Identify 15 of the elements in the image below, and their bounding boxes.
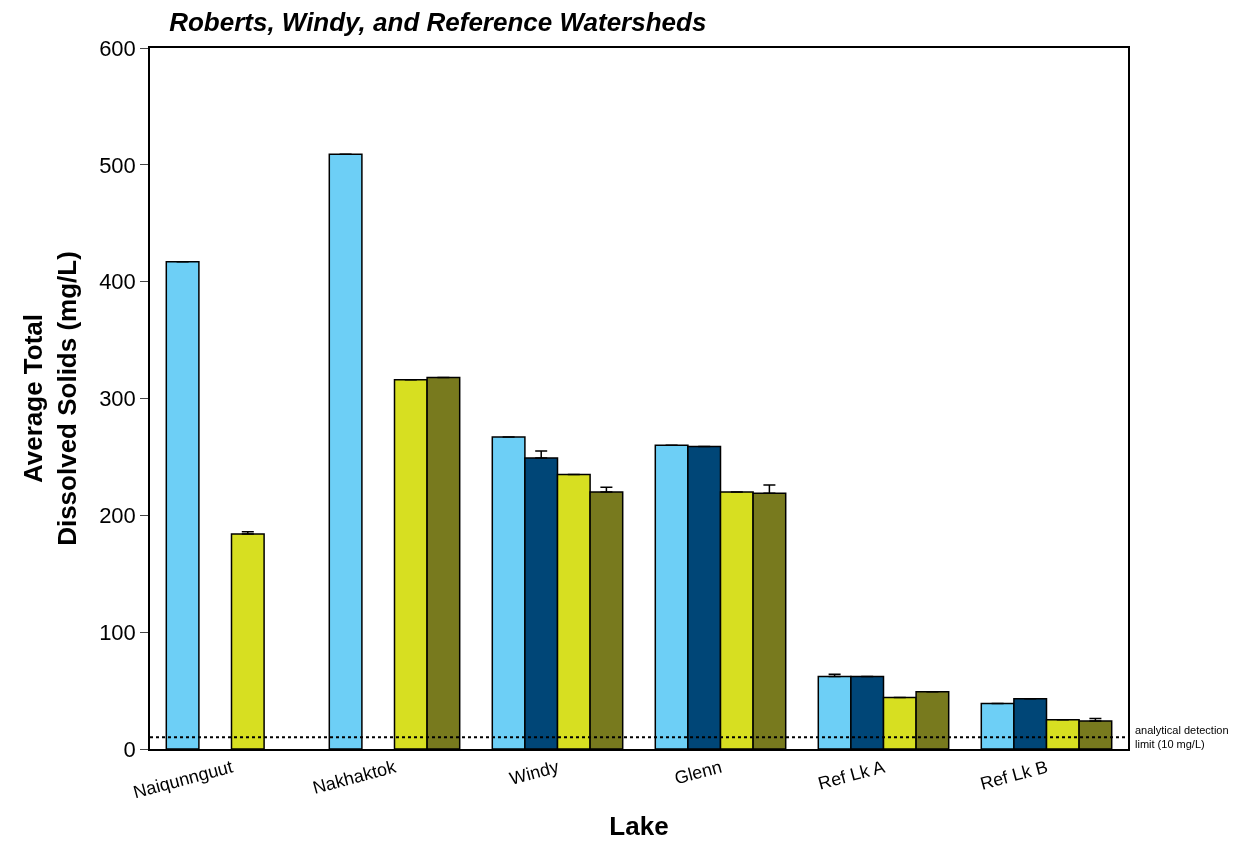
x-tick-label: Ref Lk A bbox=[815, 756, 887, 794]
y-tick-label: 300 bbox=[99, 386, 136, 412]
y-tick-label: 100 bbox=[99, 619, 136, 645]
chart-title: Roberts, Windy, and Reference Watersheds bbox=[169, 6, 707, 37]
y-tick-label: 200 bbox=[99, 503, 136, 529]
y-tick-label: 0 bbox=[123, 736, 136, 762]
ref-line-label: analytical detection limit (10 mg/L) bbox=[1135, 724, 1229, 751]
y-tick-label: 600 bbox=[99, 35, 136, 61]
x-axis-title: Lake bbox=[609, 810, 669, 841]
y-axis-title: Average Total Dissolved Solids (mg/L) bbox=[18, 251, 83, 546]
x-tick-label: Ref Lk B bbox=[978, 756, 1050, 794]
x-tick-label: Glenn bbox=[672, 756, 724, 789]
y-tick-label: 500 bbox=[99, 152, 136, 178]
y-tick-label: 400 bbox=[99, 269, 136, 295]
x-tick-label: Windy bbox=[507, 756, 561, 789]
